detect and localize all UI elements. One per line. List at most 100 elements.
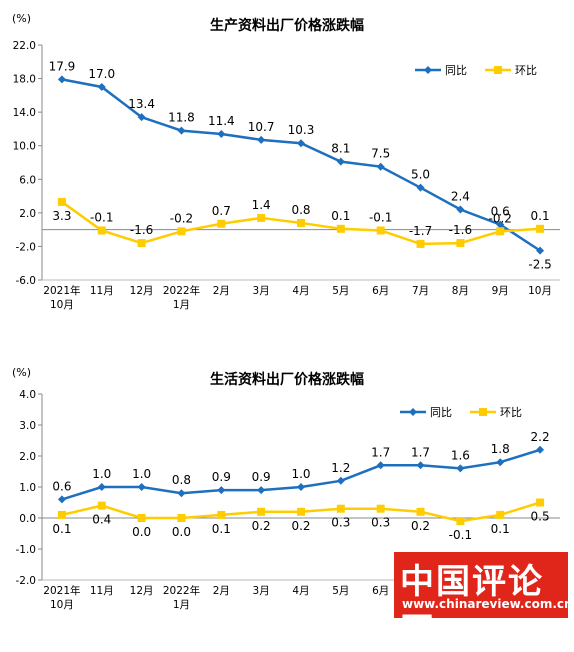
data-label-环比: -0.1 — [449, 528, 472, 542]
data-point-环比 — [376, 226, 385, 235]
data-point-环比 — [297, 507, 305, 516]
x-tick-label: 12月 — [130, 285, 154, 297]
data-point-环比 — [177, 514, 186, 522]
data-label-环比: 0.8 — [291, 203, 310, 217]
data-point-环比 — [137, 514, 146, 522]
data-label-同比: 1.8 — [491, 442, 510, 456]
data-label-同比: 11.8 — [168, 111, 195, 125]
data-point-同比 — [336, 157, 345, 166]
data-label-环比: 0.2 — [411, 519, 430, 533]
y-tick-label: 10.0 — [13, 141, 36, 153]
data-point-环比 — [456, 239, 465, 248]
data-label-环比: -0.1 — [90, 210, 113, 224]
data-label-环比: -1.6 — [130, 223, 153, 237]
data-point-环比 — [416, 239, 425, 248]
data-point-同比 — [297, 139, 305, 148]
legend-label-环比: 环比 — [515, 64, 537, 77]
data-point-环比 — [536, 498, 545, 507]
data-point-同比 — [57, 75, 66, 84]
legend-label-同比: 同比 — [430, 406, 452, 419]
data-label-环比: 0.5 — [531, 510, 550, 524]
x-tick-label: 11月 — [90, 585, 114, 597]
data-label-环比: 0.3 — [371, 516, 390, 530]
data-label-同比: 7.5 — [371, 147, 390, 161]
data-label-环比: 0.7 — [212, 204, 231, 218]
data-label-同比: 2.4 — [451, 190, 470, 204]
data-label-同比: 5.0 — [411, 168, 430, 182]
data-point-同比 — [137, 483, 146, 491]
data-point-环比 — [57, 197, 66, 206]
data-label-同比: 1.2 — [331, 461, 350, 475]
data-point-同比 — [496, 458, 505, 467]
ppi-production-chart: 生产资料出厂价格涨跌幅 (%) 22.0 18.0 14.0 10.0 6.0 2.0 -2.0… — [12, 12, 560, 310]
data-label-同比: 0.9 — [212, 470, 231, 484]
data-point-同比 — [217, 129, 226, 138]
data-label-同比: 1.0 — [291, 467, 310, 481]
data-label-同比: 11.4 — [208, 114, 235, 128]
y-tick-label: 2.0 — [19, 451, 36, 463]
x-tick-label: 2022年 1月 — [163, 284, 200, 310]
x-tick-label: 3月 — [253, 285, 270, 297]
data-label-环比: -0.1 — [369, 210, 392, 224]
data-point-环比 — [257, 213, 266, 222]
data-label-同比: 0.8 — [172, 473, 191, 487]
y-tick-label: 0.0 — [19, 513, 36, 525]
x-tick-label: 5月 — [332, 585, 349, 597]
y-unit-label: (%) — [12, 12, 31, 25]
y-tick-label: -2.0 — [16, 241, 37, 253]
x-tick-label: 11月 — [90, 285, 114, 297]
data-point-同比 — [376, 461, 385, 470]
data-label-同比: 0.6 — [52, 479, 71, 493]
legend-marker-同比 — [409, 408, 417, 416]
x-tick-label: 4月 — [292, 585, 309, 597]
y-tick-label: -1.0 — [16, 544, 37, 556]
data-point-环比 — [137, 239, 146, 248]
x-tick-label: 10月 — [528, 285, 552, 297]
data-label-同比: 17.0 — [88, 67, 115, 81]
data-point-环比 — [456, 517, 465, 526]
data-point-环比 — [376, 504, 385, 513]
data-point-同比 — [57, 495, 66, 504]
data-point-同比 — [416, 461, 425, 470]
data-point-同比 — [97, 82, 106, 91]
data-label-同比: 0.6 — [491, 205, 510, 219]
legend-label-同比: 同比 — [445, 64, 467, 77]
data-point-环比 — [217, 510, 226, 519]
data-label-环比: 1.4 — [252, 198, 271, 212]
x-tick-label: 6月 — [372, 285, 389, 297]
x-tick-label: 9月 — [492, 285, 509, 297]
data-point-同比 — [376, 162, 385, 171]
x-tick-label: 6月 — [372, 585, 389, 597]
data-point-同比 — [536, 246, 545, 255]
data-label-环比: -0.2 — [489, 211, 512, 225]
data-point-环比 — [496, 510, 505, 519]
y-tick-label: 14.0 — [13, 107, 36, 119]
y-tick-label: 6.0 — [19, 174, 36, 186]
data-point-环比 — [97, 501, 106, 510]
chart-title: 生活资料出厂价格涨跌幅 — [210, 371, 364, 388]
data-label-同比: 10.7 — [248, 120, 275, 134]
data-label-同比: 0.9 — [252, 470, 271, 484]
data-point-同比 — [257, 135, 266, 144]
data-label-环比: 0.1 — [531, 209, 550, 223]
data-label-同比: 8.1 — [331, 142, 350, 156]
data-label-同比: 1.0 — [132, 467, 151, 481]
legend-marker-同比 — [424, 66, 432, 74]
data-label-环比: 0.1 — [52, 522, 71, 536]
x-tick-label: 2021年 10月 — [43, 284, 80, 310]
watermark-url: www.chinareview.com.cn — [402, 597, 573, 611]
data-point-同比 — [536, 445, 545, 454]
legend-label-环比: 环比 — [500, 406, 522, 419]
data-label-环比: -1.7 — [409, 224, 432, 238]
y-unit-label: (%) — [12, 366, 31, 379]
data-label-环比: 0.0 — [132, 525, 151, 539]
data-label-环比: 0.0 — [172, 525, 191, 539]
legend-marker-环比 — [479, 408, 487, 416]
data-point-环比 — [257, 507, 266, 516]
chart-title: 生产资料出厂价格涨跌幅 — [210, 17, 364, 34]
x-tick-label: 8月 — [452, 285, 469, 297]
data-point-环比 — [416, 507, 425, 516]
x-tick-label: 2月 — [213, 585, 230, 597]
y-tick-label: -6.0 — [16, 275, 37, 287]
x-tick-label: 12月 — [130, 585, 154, 597]
